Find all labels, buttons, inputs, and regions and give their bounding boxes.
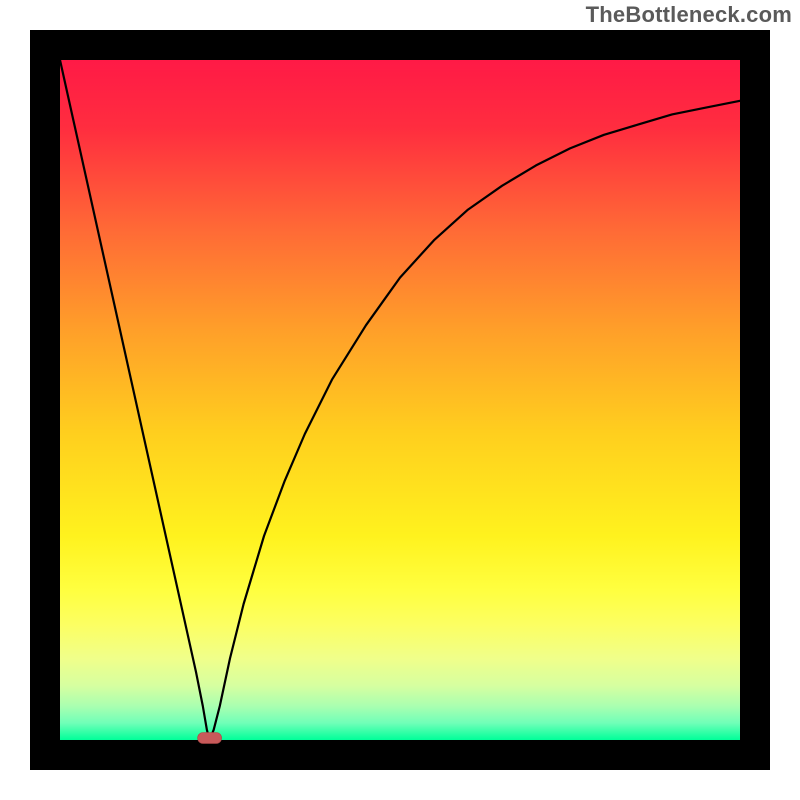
chart-background	[60, 60, 740, 740]
watermark-text: TheBottleneck.com	[586, 2, 792, 28]
apex-marker	[198, 733, 222, 744]
chart-container: TheBottleneck.com	[0, 0, 800, 800]
chart-svg	[0, 0, 800, 800]
